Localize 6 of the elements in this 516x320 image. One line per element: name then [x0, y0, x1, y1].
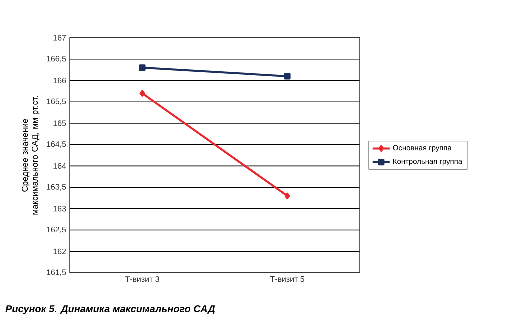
point	[284, 73, 291, 80]
point	[139, 64, 146, 72]
text: Рисунок 5. Динамика максимального САД	[6, 305, 216, 315]
y-axis-title: Среднее значение максимального САД, мм рт.ст.	[22, 96, 40, 215]
point	[284, 192, 290, 200]
point	[140, 90, 146, 97]
